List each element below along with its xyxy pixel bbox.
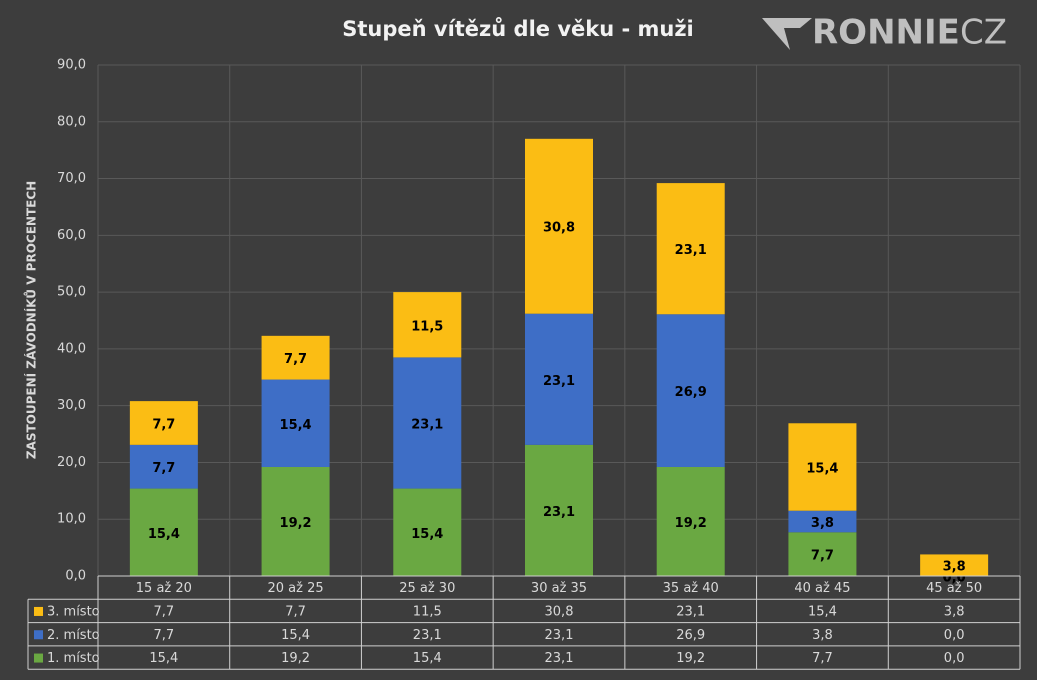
data-label: 30,8 — [543, 221, 575, 236]
x-tick-label: 15 až 20 — [136, 581, 192, 596]
y-tick-label: 50,0 — [57, 285, 86, 300]
bar-segment — [393, 357, 462, 489]
bar-segment — [788, 423, 857, 511]
data-label: 15,4 — [280, 418, 312, 433]
x-tick-label: 30 až 35 — [531, 581, 587, 596]
bar-segment — [129, 444, 198, 489]
data-label: 7,7 — [811, 549, 834, 564]
legend-swatch — [34, 653, 43, 663]
y-tick-label: 60,0 — [57, 228, 86, 243]
data-label: 15,4 — [411, 527, 443, 542]
bar-segment — [525, 444, 593, 576]
data-label: 15,4 — [148, 527, 180, 542]
bar-segment — [920, 554, 989, 576]
table-cell: 26,9 — [676, 628, 705, 643]
data-label: 19,2 — [675, 516, 707, 531]
table-cell: 0,0 — [944, 628, 965, 643]
y-tick-label: 20,0 — [57, 455, 86, 470]
data-label: 19,2 — [280, 516, 312, 531]
table-cell: 0,0 — [944, 651, 965, 666]
data-label: 7,7 — [284, 352, 307, 367]
y-tick-label: 70,0 — [57, 171, 86, 186]
data-label: 23,1 — [543, 374, 575, 389]
y-tick-label: 0,0 — [65, 569, 86, 584]
bar-segment — [656, 183, 725, 315]
table-cell: 19,2 — [676, 651, 705, 666]
x-tick-label: 35 až 40 — [663, 581, 719, 596]
table-cell: 30,8 — [545, 604, 574, 619]
table-cell: 19,2 — [281, 651, 310, 666]
bar-segment — [525, 313, 593, 445]
table-cell: 15,4 — [149, 651, 178, 666]
table-cell: 7,7 — [285, 604, 306, 619]
data-label: 15,4 — [806, 461, 838, 476]
legend-swatch — [34, 630, 43, 640]
logo-bold: RONNIE — [812, 13, 960, 53]
table-cell: 23,1 — [545, 628, 574, 643]
y-tick-label: 30,0 — [57, 398, 86, 413]
y-tick-label: 80,0 — [57, 114, 86, 129]
data-label: 3,8 — [943, 560, 966, 575]
chart-title: Stupeň vítězů dle věku - muži — [342, 17, 694, 41]
x-tick-label: 25 až 30 — [399, 581, 455, 596]
legend-label: 1. místo — [47, 651, 100, 666]
bar-segment — [656, 314, 725, 467]
data-label: 23,1 — [411, 417, 443, 432]
bar-segment — [261, 466, 330, 576]
x-tick-label: 45 až 50 — [926, 581, 982, 596]
y-tick-label: 10,0 — [57, 512, 86, 527]
legend-label: 2. místo — [47, 628, 100, 643]
bar-segment — [129, 488, 198, 576]
bar-segment — [261, 379, 330, 467]
bar-segment — [261, 335, 330, 380]
bar-segment — [393, 488, 462, 576]
table-cell: 7,7 — [154, 628, 175, 643]
legend-swatch — [34, 606, 43, 616]
legend-label: 3. místo — [47, 604, 100, 619]
data-label: 23,1 — [543, 505, 575, 520]
table-cell: 23,1 — [413, 628, 442, 643]
logo-light: CZ — [960, 13, 1007, 53]
y-tick-label: 90,0 — [57, 58, 86, 73]
bar-segment — [525, 138, 593, 314]
bar-segment — [788, 532, 857, 576]
table-cell: 15,4 — [281, 628, 310, 643]
table-cell: 3,8 — [944, 604, 965, 619]
table-cell: 23,1 — [676, 604, 705, 619]
table-cell: 3,8 — [812, 628, 833, 643]
data-label: 7,7 — [152, 461, 175, 476]
data-label: 7,7 — [152, 417, 175, 432]
table-cell: 15,4 — [808, 604, 837, 619]
table-cell: 11,5 — [413, 604, 442, 619]
y-axis-label: ZASTOUPENÍ ZÁVODNÍKŮ V PROCENTECH — [24, 181, 39, 459]
y-tick-label: 40,0 — [57, 341, 86, 356]
table-cell: 23,1 — [545, 651, 574, 666]
x-tick-label: 20 až 25 — [268, 581, 324, 596]
x-tick-label: 40 až 45 — [794, 581, 850, 596]
data-label: 23,1 — [675, 243, 707, 258]
bar-segment — [788, 510, 857, 533]
bar-segment — [656, 466, 725, 576]
table-cell: 7,7 — [154, 604, 175, 619]
data-label: 3,8 — [811, 516, 834, 531]
logo-icon — [762, 18, 812, 50]
table-cell: 7,7 — [812, 651, 833, 666]
data-label: 11,5 — [411, 319, 443, 334]
data-label: 26,9 — [675, 385, 707, 400]
bar-segment — [129, 401, 198, 445]
bar-segment — [393, 292, 462, 358]
table-cell: 15,4 — [413, 651, 442, 666]
